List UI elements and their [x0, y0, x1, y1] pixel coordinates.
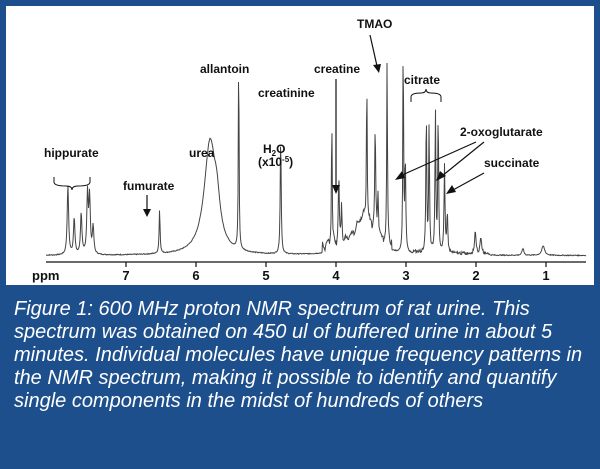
x-axis-ticks: [125, 262, 547, 267]
arrow-tmao: [369, 34, 378, 67]
label-2-oxoglutarate: 2-oxoglutarate: [460, 125, 543, 139]
arrowhead-creatine: [332, 185, 340, 194]
x-tick-label-2: 2: [472, 268, 479, 283]
x-tick-label-3: 3: [402, 268, 409, 283]
spectrum-trace: [45, 62, 587, 257]
label-hippurate: hippurate: [44, 146, 99, 160]
arrowhead-2-oxoglutarate-left: [395, 171, 405, 180]
label-fumurate: fumurate: [123, 179, 175, 193]
label-tmao: TMAO: [357, 17, 392, 31]
label-urea: urea: [189, 146, 215, 160]
nmr-spectrum-chart: 7 6 5 4 3 2 1 ppm hippurate fumurate urea alla…: [32, 17, 587, 283]
label-citrate: citrate: [404, 73, 440, 87]
label-creatine: creatine: [314, 62, 360, 76]
arrow-2-oxoglutarate-right: [441, 141, 485, 177]
plot-panel: 7 6 5 4 3 2 1 ppm hippurate fumurate urea alla…: [6, 6, 594, 285]
label-succinate: succinate: [484, 156, 540, 170]
arrowhead-fumurate: [143, 209, 151, 217]
arrow-succinate: [452, 172, 485, 191]
arrowhead-2-oxoglutarate-right: [436, 171, 446, 181]
x-tick-label-6: 6: [192, 268, 199, 283]
x-tick-label-5: 5: [262, 268, 269, 283]
x-axis-label: ppm: [32, 268, 59, 283]
citrate-brace: [410, 88, 442, 102]
label-creatinine: creatinine: [258, 86, 315, 100]
arrowhead-tmao: [373, 64, 381, 73]
x-tick-label-1: 1: [542, 268, 549, 283]
hippurate-brace: [53, 177, 91, 191]
figure-caption: Figure 1: 600 MHz proton NMR spectrum of…: [14, 298, 583, 412]
arrowhead-succinate: [446, 185, 456, 194]
x-tick-label-7: 7: [122, 268, 129, 283]
label-h2o-scale: (x10-5): [258, 155, 293, 169]
arrow-2-oxoglutarate-left: [399, 141, 477, 177]
x-axis-tick-labels: 7 6 5 4 3 2 1: [122, 268, 549, 283]
label-h2o: H2O: [263, 142, 285, 158]
label-allantoin: allantoin: [200, 62, 249, 76]
x-tick-label-4: 4: [332, 268, 340, 283]
